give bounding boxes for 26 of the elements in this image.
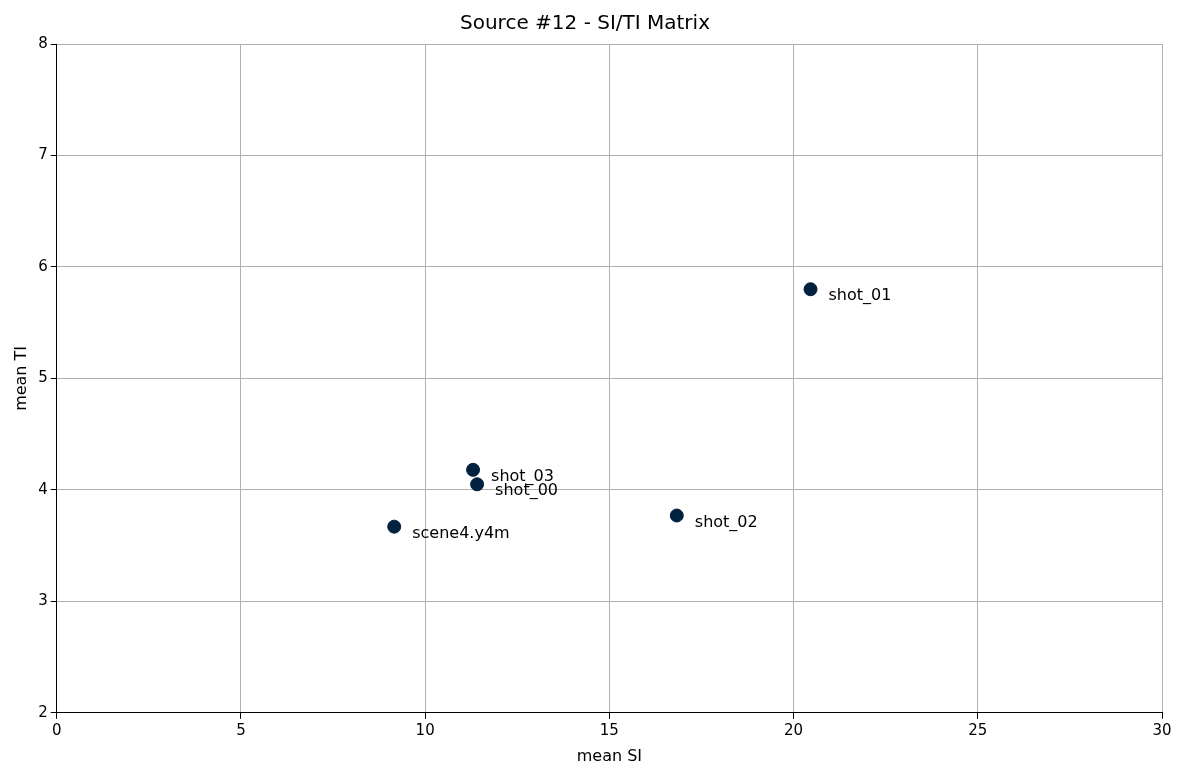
y-axis-title: mean TI (10, 345, 30, 411)
annotation: shot_00 (495, 480, 559, 501)
x-tick-label: 0 (51, 720, 62, 739)
y-tick-label: 4 (38, 479, 48, 498)
y-tick-label: 5 (38, 368, 48, 387)
x-tick-label: 15 (599, 720, 619, 739)
annotation: scene4.y4m (412, 522, 510, 542)
y-tick-label: 3 (38, 591, 48, 610)
point (387, 519, 402, 534)
y-tick-label: 7 (38, 145, 48, 164)
chart-title: Source #12 - SI/TI Matrix (460, 10, 711, 35)
point (669, 508, 684, 523)
point (803, 282, 818, 297)
point (470, 477, 485, 492)
x-tick-label: 10 (415, 720, 435, 739)
point (466, 462, 481, 477)
annotation: shot_02 (694, 511, 758, 532)
x-tick-label: 25 (968, 720, 988, 739)
annotation: shot_01 (828, 285, 892, 306)
y-tick-label: 8 (38, 33, 48, 52)
x-tick-label: 30 (1152, 720, 1172, 739)
y-tick-label: 6 (38, 256, 48, 275)
x-tick-label: 20 (784, 720, 804, 739)
y-tick-label: 2 (38, 702, 48, 721)
x-axis-title: mean SI (576, 745, 643, 765)
x-tick-label: 5 (236, 720, 246, 739)
